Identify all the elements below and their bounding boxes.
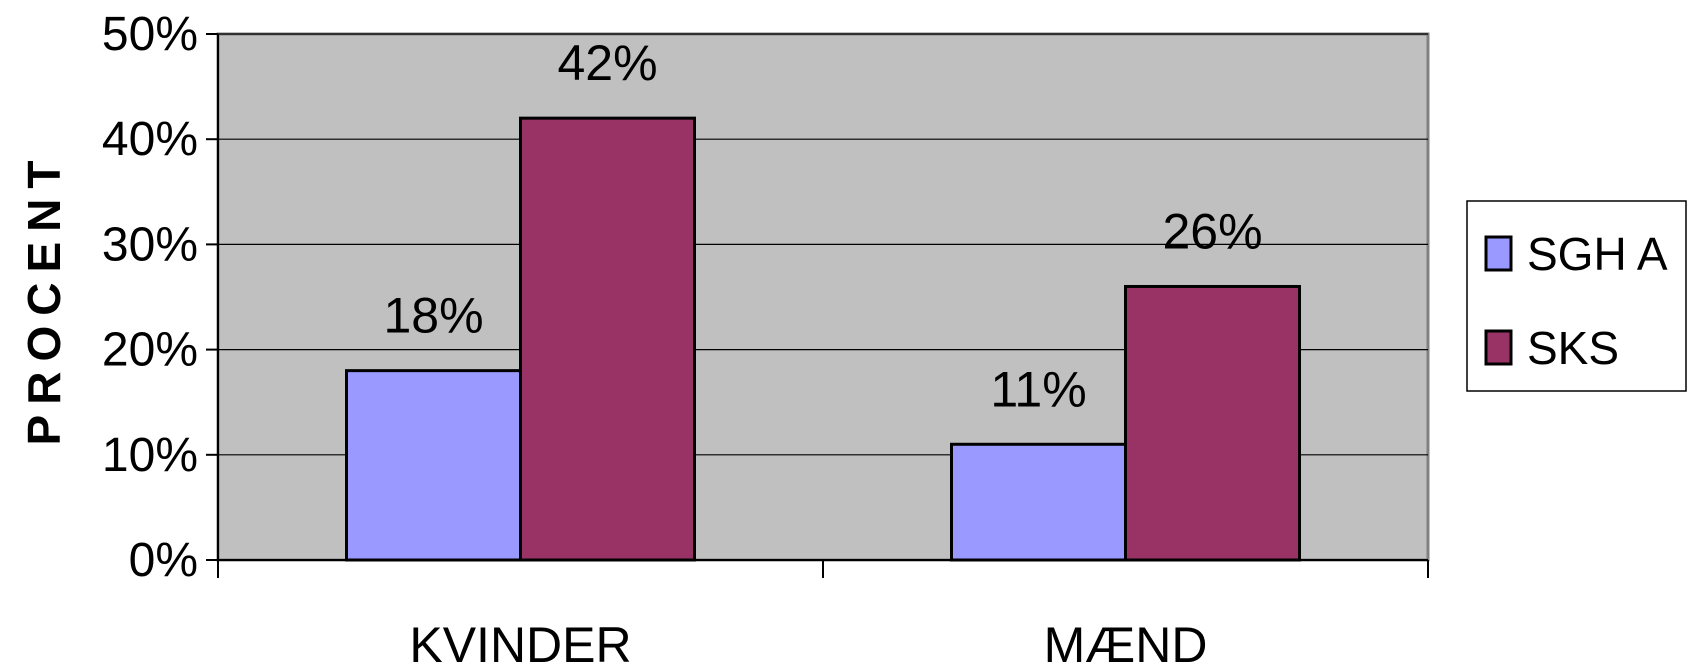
x-tick-label: MÆND [1044,617,1208,666]
data-label: 26% [1162,203,1262,259]
y-ticks: 0% 10% 20% 30% 40% 50% [102,8,218,587]
legend: SGH A SKS [1466,200,1687,392]
legend-label: SKS [1527,322,1619,374]
bar [1124,284,1301,562]
y-tick-label: 0% [129,534,198,587]
y-tick-label: 50% [102,8,198,61]
x-tick-label: KVINDER [409,617,631,666]
legend-swatch [1484,235,1513,272]
data-labels: 18% 42% 11% 26% [383,35,1262,417]
data-label: 11% [990,361,1086,417]
data-label: 42% [557,35,657,91]
y-axis-label: PROCENT [18,151,70,446]
bar [950,442,1127,562]
legend-label: SGH A [1527,228,1668,280]
data-label: 18% [383,288,483,344]
y-tick-label: 40% [102,113,198,166]
x-tick-labels: KVINDER MÆND [409,617,1207,666]
y-tick-label: 20% [102,324,198,377]
legend-swatch [1484,329,1513,366]
axes [217,34,1429,578]
bar [519,116,696,562]
y-tick-label: 10% [102,429,198,482]
bar [345,369,522,562]
bars [345,116,1301,562]
y-tick-label: 30% [102,218,198,271]
